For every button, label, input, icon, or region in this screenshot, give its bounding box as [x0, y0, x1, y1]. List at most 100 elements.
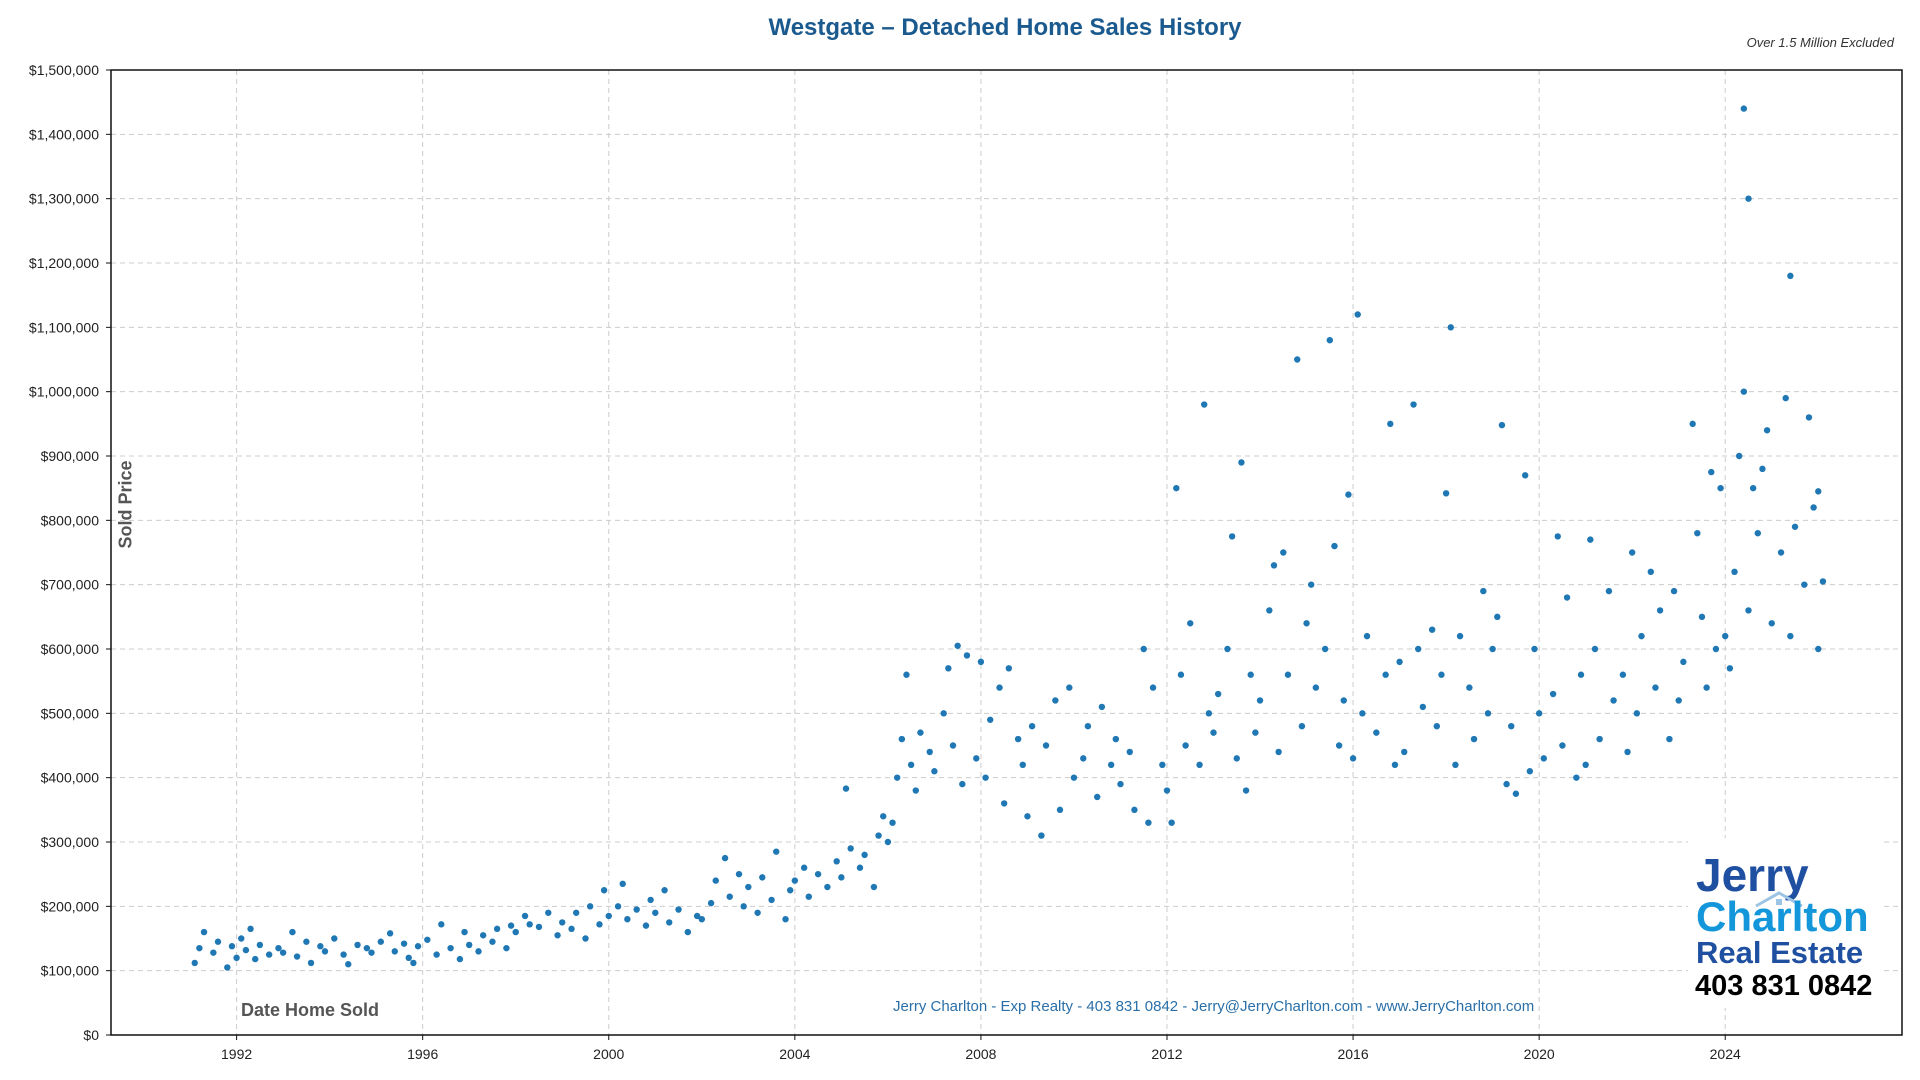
data-point	[317, 943, 324, 950]
data-point	[1549, 690, 1557, 698]
chart-title: Westgate – Detached Home Sales History	[768, 14, 1242, 41]
data-point	[1363, 632, 1371, 640]
data-point	[1554, 533, 1561, 540]
data-point	[1791, 523, 1799, 530]
data-point	[1787, 272, 1794, 280]
data-point	[1331, 542, 1338, 550]
data-point	[1726, 665, 1734, 672]
data-point	[698, 916, 705, 923]
data-point	[814, 870, 822, 878]
data-point	[368, 949, 375, 956]
data-point	[856, 864, 864, 871]
data-point	[196, 944, 203, 952]
data-point	[1056, 806, 1064, 814]
data-point	[838, 874, 845, 881]
data-point	[880, 813, 887, 820]
data-point	[391, 948, 398, 955]
data-point	[1610, 697, 1617, 704]
data-point	[1303, 620, 1310, 627]
data-point	[1391, 761, 1399, 768]
x-axis-label: Date Home Sold	[241, 1000, 380, 1020]
data-point	[1731, 568, 1738, 575]
data-point	[1670, 587, 1678, 595]
data-point	[1573, 774, 1580, 781]
data-point	[489, 938, 496, 945]
data-point	[898, 735, 906, 743]
data-point	[1452, 761, 1459, 768]
data-point	[926, 748, 933, 756]
data-point	[987, 716, 994, 723]
data-point	[1238, 459, 1245, 466]
data-point	[200, 928, 208, 936]
data-point	[586, 903, 594, 910]
data-point	[1675, 697, 1682, 704]
data-point	[959, 780, 966, 788]
data-point	[1656, 607, 1664, 614]
data-point	[191, 959, 198, 967]
data-point	[521, 912, 529, 920]
data-point	[1745, 607, 1752, 614]
chart-subtitle: Over 1.5 Million Excluded	[1746, 35, 1894, 50]
data-point	[1414, 645, 1422, 653]
y-tick-label: $500,000	[41, 705, 100, 721]
data-point	[1605, 587, 1613, 595]
data-point	[800, 864, 808, 871]
data-point	[414, 943, 422, 950]
logo-line3: Real Estate	[1696, 935, 1864, 970]
data-point	[1638, 632, 1645, 640]
data-point	[377, 938, 385, 945]
data-point	[647, 896, 654, 904]
data-point	[1205, 710, 1213, 717]
data-point	[963, 652, 971, 659]
data-point	[224, 964, 231, 971]
data-point	[1531, 645, 1538, 653]
data-point	[433, 951, 440, 958]
data-points	[191, 105, 1827, 971]
contact-footer: Jerry Charlton - Exp Realty - 403 831 08…	[893, 998, 1535, 1015]
data-point	[1131, 806, 1138, 814]
data-point	[572, 909, 580, 916]
x-tick-label: 2008	[965, 1046, 996, 1062]
x-tick-label: 1992	[221, 1046, 252, 1062]
data-point	[1535, 710, 1543, 717]
data-point	[1321, 645, 1329, 653]
data-point	[1284, 671, 1292, 678]
y-tick-label: $1,200,000	[29, 255, 99, 271]
data-point	[1768, 620, 1775, 627]
y-tick-label: $600,000	[41, 641, 100, 657]
house-roof-icon	[1755, 891, 1803, 908]
data-point	[238, 935, 245, 942]
data-point	[1801, 581, 1808, 588]
x-tick-label: 2004	[779, 1046, 810, 1062]
data-point	[354, 941, 361, 949]
data-point	[624, 916, 631, 923]
data-point	[1563, 594, 1571, 601]
data-point	[1066, 684, 1073, 691]
data-point	[1252, 729, 1259, 736]
data-point	[479, 932, 487, 939]
data-point	[1419, 703, 1427, 711]
data-point	[1652, 684, 1659, 691]
data-point	[1508, 723, 1515, 730]
data-point	[568, 925, 575, 933]
data-point	[1256, 697, 1264, 704]
data-point	[1270, 562, 1278, 569]
data-point	[400, 940, 408, 947]
data-point	[1182, 742, 1189, 749]
data-point	[1819, 578, 1827, 585]
data-point	[786, 887, 794, 894]
data-point	[1173, 484, 1180, 492]
data-point	[619, 880, 626, 888]
data-point	[977, 658, 985, 666]
data-point	[475, 948, 482, 955]
data-point	[1708, 468, 1715, 476]
data-point	[1647, 568, 1654, 575]
data-point	[256, 941, 264, 949]
data-point	[740, 903, 747, 910]
data-point	[931, 768, 938, 775]
data-point	[1494, 613, 1501, 621]
data-point	[1070, 774, 1078, 781]
data-point	[493, 925, 501, 933]
data-point	[1777, 549, 1785, 556]
data-point	[1628, 549, 1636, 556]
